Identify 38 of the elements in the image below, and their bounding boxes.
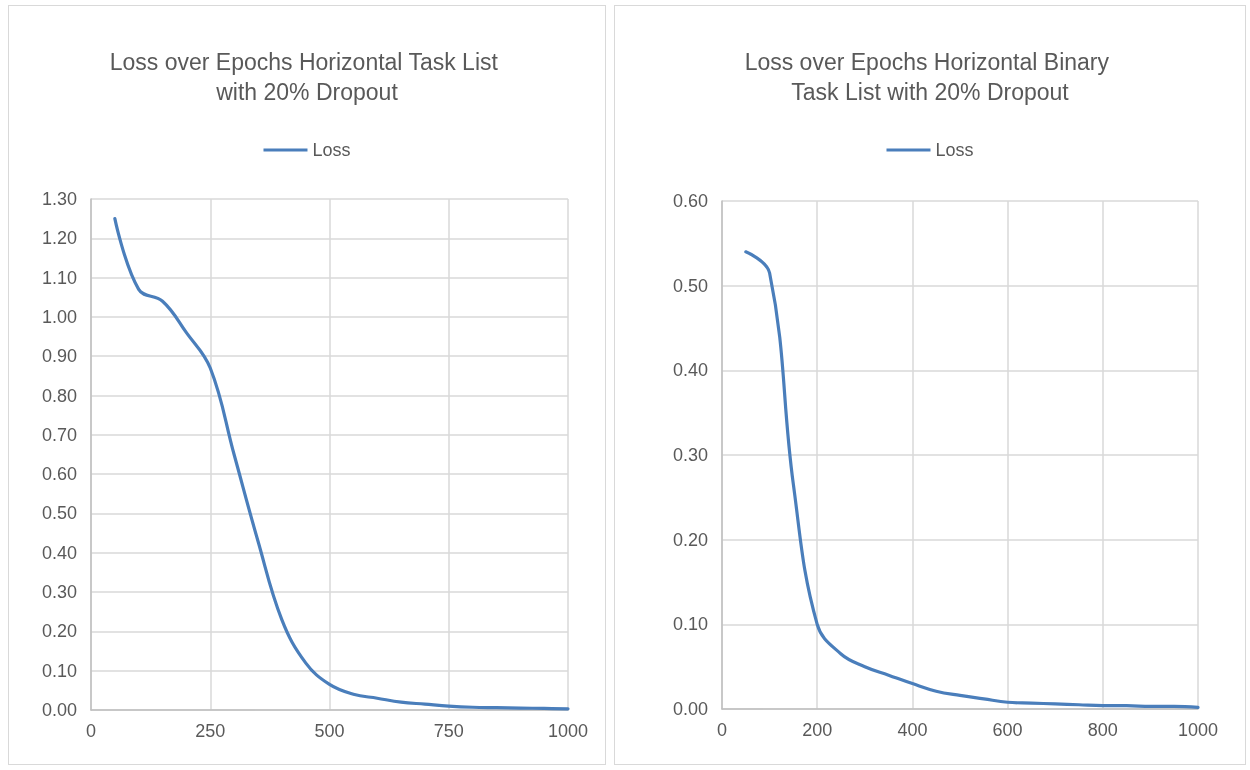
chart-title: Loss over Epochs Horizontal Task List with 20% Dropout — [109, 49, 505, 105]
x-tick-label: 1000 — [1177, 720, 1219, 740]
y-tick-label: 0.00 — [672, 699, 708, 719]
x-tick-label: 500 — [314, 721, 345, 741]
y-tick-label: 1.00 — [41, 306, 77, 327]
x-tick-label: 200 — [802, 720, 833, 740]
x-tick-label: 400 — [897, 720, 928, 740]
y-tick-label: 0.60 — [41, 464, 77, 485]
x-tick-label: 0 — [85, 721, 97, 741]
y-tick-label: 0.60 — [672, 191, 708, 211]
y-tick-label: 1.10 — [41, 267, 77, 288]
x-tick-label: 1000 — [547, 721, 589, 741]
chart-title: Loss over Epochs Horizontal Binary Task List with 20% Dropout — [744, 49, 1116, 105]
y-tick-label: 0.20 — [672, 529, 708, 550]
line-series — [744, 250, 1200, 709]
x-tick-label: 600 — [992, 720, 1023, 740]
y-tick-label: 0.30 — [41, 582, 77, 603]
x-tick-label: 800 — [1087, 720, 1118, 740]
y-tick-label: 0.50 — [41, 503, 77, 524]
y-tick-label: 0.10 — [672, 614, 708, 635]
legend-label: Loss — [312, 140, 351, 160]
y-tick-label: 1.20 — [41, 228, 77, 249]
y-tick-label: 0.80 — [41, 385, 77, 406]
y-tick-label: 0.10 — [41, 660, 77, 681]
y-tick-label: 0.90 — [41, 346, 77, 367]
y-tick-label: 0.20 — [41, 621, 77, 642]
x-tick-label: 250 — [195, 721, 226, 741]
line-series — [113, 217, 570, 711]
legend-label: Loss — [935, 140, 974, 160]
y-tick-label: 0.40 — [672, 360, 708, 381]
x-tick-label: 0 — [716, 720, 728, 740]
y-tick-label: 0.00 — [41, 700, 77, 720]
x-tick-label: 750 — [433, 721, 464, 741]
y-tick-label: 0.70 — [41, 424, 77, 445]
y-tick-label: 0.40 — [41, 542, 77, 563]
y-tick-label: 0.30 — [672, 445, 708, 465]
y-tick-label: 0.50 — [672, 275, 708, 296]
y-tick-label: 1.30 — [41, 189, 77, 209]
